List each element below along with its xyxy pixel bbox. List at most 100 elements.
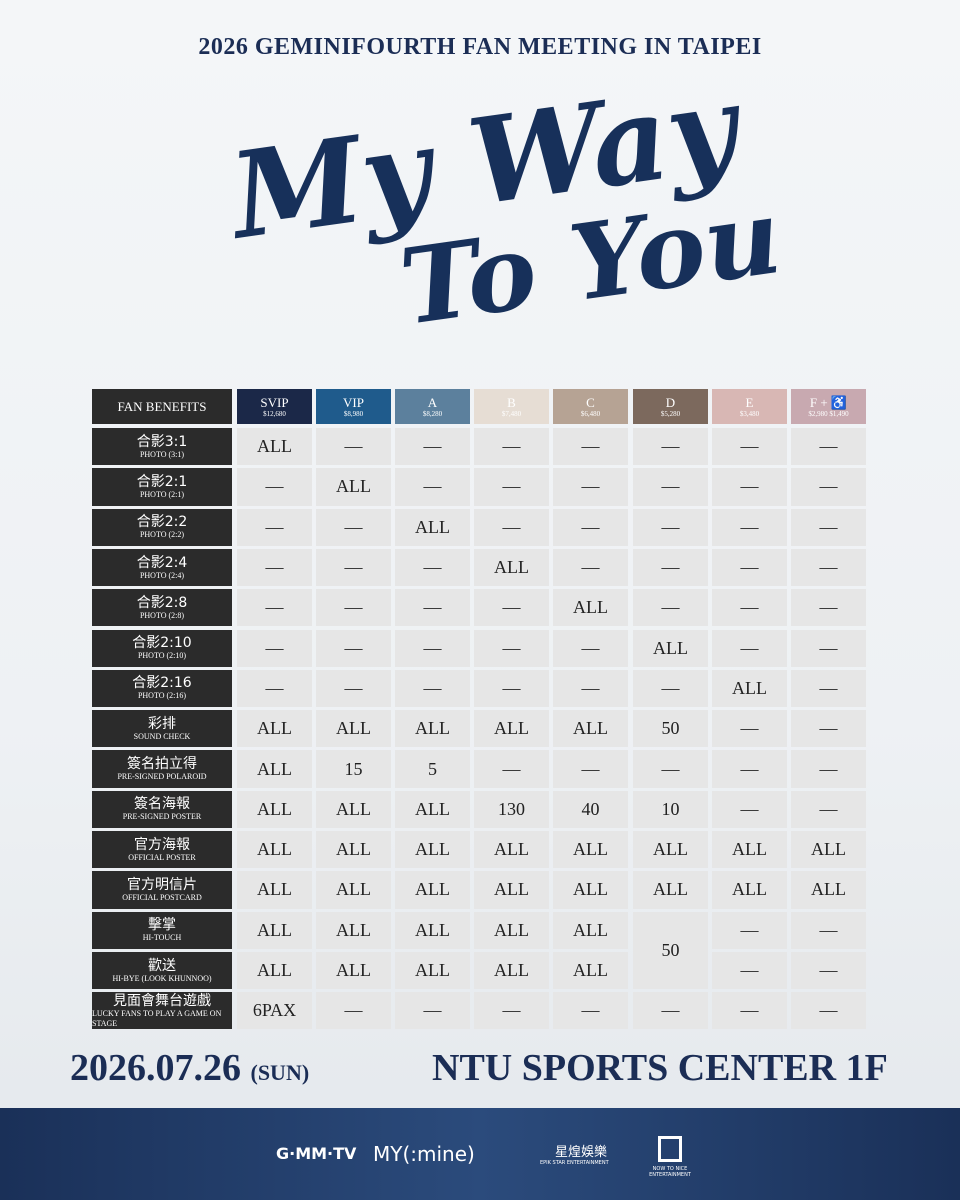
tier-header: VIP $8,980 xyxy=(316,389,391,424)
benefit-cell: — xyxy=(316,589,391,627)
benefit-value: ALL xyxy=(653,839,688,860)
benefit-cell: — xyxy=(791,911,866,949)
benefit-value: — xyxy=(819,436,838,457)
benefit-cell: — xyxy=(316,428,391,466)
tier-price: $3,480 xyxy=(739,410,760,418)
row-label: 合影2:1 PHOTO (2:1) xyxy=(92,468,232,506)
benefit-value: ALL xyxy=(257,879,292,900)
benefit-cell: 15 xyxy=(316,750,391,788)
tier-price: $8,280 xyxy=(422,410,443,418)
row-label-zh: 彩排 xyxy=(148,715,176,732)
benefit-value: 6PAX xyxy=(252,1000,297,1021)
benefit-cell: ALL xyxy=(474,831,549,869)
benefit-cell: ALL xyxy=(395,911,470,949)
tier-header: SVIP $12,680 xyxy=(237,389,312,424)
row-label-zh: 簽名拍立得 xyxy=(127,756,197,773)
benefit-value: ALL xyxy=(336,879,371,900)
benefit-value: — xyxy=(661,436,680,457)
benefit-value: — xyxy=(740,758,759,779)
benefit-value: — xyxy=(819,476,838,497)
benefit-value: ALL xyxy=(415,718,450,739)
venue: NTU SPORTS CENTER 1F xyxy=(432,1047,888,1089)
row-label-zh: 歡送 xyxy=(148,957,176,974)
benefit-cell: ALL xyxy=(395,508,470,546)
benefit-value: 130 xyxy=(498,798,525,819)
benefit-cell: — xyxy=(633,548,708,587)
benefit-cell: — xyxy=(553,750,628,788)
benefit-value: — xyxy=(344,637,363,658)
benefit-cell: — xyxy=(633,750,708,788)
row-label-en: OFFICIAL POSTCARD xyxy=(122,892,202,902)
benefit-value: — xyxy=(423,557,442,578)
benefit-value: — xyxy=(819,677,838,698)
tier-name: SVIP xyxy=(260,395,289,410)
benefit-cell: ALL xyxy=(316,710,391,748)
benefit-cell: — xyxy=(395,428,470,466)
benefit-cell: ALL xyxy=(316,468,391,506)
benefit-value: ALL xyxy=(415,839,450,860)
benefit-cell: — xyxy=(553,669,628,708)
benefit-cell: — xyxy=(791,428,866,466)
benefit-cell: 5 xyxy=(395,750,470,788)
benefit-cell: — xyxy=(791,629,866,667)
benefit-value: — xyxy=(819,1000,838,1021)
benefit-cell: — xyxy=(237,629,312,667)
benefit-value: — xyxy=(740,919,759,940)
benefit-cell: — xyxy=(712,548,787,587)
row-label: 官方海報 OFFICIAL POSTER xyxy=(92,831,232,869)
row-label-zh: 擊掌 xyxy=(148,917,176,934)
benefit-cell: ALL xyxy=(395,831,470,869)
footer-band xyxy=(0,1108,960,1200)
benefit-value: ALL xyxy=(653,637,688,658)
benefit-cell: — xyxy=(791,508,866,546)
benefit-cell: — xyxy=(474,629,549,667)
row-label-en: OFFICIAL POSTER xyxy=(128,852,196,862)
benefit-cell: ALL xyxy=(633,871,708,909)
row-label-en: PHOTO (2:4) xyxy=(139,570,185,580)
benefit-cell: — xyxy=(474,750,549,788)
benefit-cell: — xyxy=(316,669,391,708)
benefit-value: — xyxy=(423,436,442,457)
benefit-cell: — xyxy=(633,468,708,506)
benefit-value: ALL xyxy=(494,919,529,940)
logo: 星煌娛樂 xyxy=(555,1145,608,1160)
benefit-value: ALL xyxy=(494,718,529,739)
benefit-value: — xyxy=(661,597,680,618)
benefit-cell: ALL xyxy=(395,710,470,748)
tier-name: A xyxy=(427,395,438,410)
benefit-value: — xyxy=(819,758,838,779)
benefit-cell: — xyxy=(791,710,866,748)
benefit-value: — xyxy=(740,516,759,537)
benefit-cell: ALL xyxy=(633,831,708,869)
corner-label: FAN BENEFITS xyxy=(117,398,207,414)
benefit-value: — xyxy=(423,476,442,497)
benefit-cell: — xyxy=(395,548,470,587)
benefit-value: — xyxy=(423,677,442,698)
benefit-cell: — xyxy=(395,669,470,708)
benefit-cell: — xyxy=(633,589,708,627)
benefit-value: — xyxy=(502,758,521,779)
benefit-value: — xyxy=(265,516,284,537)
benefit-cell: 10 xyxy=(633,790,708,828)
benefit-value: — xyxy=(265,476,284,497)
benefit-value: — xyxy=(661,476,680,497)
benefit-value: 50 xyxy=(661,939,680,960)
benefit-cell: — xyxy=(237,669,312,708)
benefit-cell: — xyxy=(712,750,787,788)
row-label-zh: 簽名海報 xyxy=(134,796,190,813)
logo: MY(:mine) xyxy=(373,1142,475,1166)
benefit-value: — xyxy=(581,758,600,779)
benefit-cell: ALL xyxy=(237,710,312,748)
row-label-en: LUCKY FANS TO PLAY A GAME ON STAGE xyxy=(92,1008,222,1028)
benefit-value: ALL xyxy=(336,839,371,860)
benefit-value: 40 xyxy=(581,798,600,819)
benefit-value: ALL xyxy=(257,839,292,860)
benefit-value: — xyxy=(661,516,680,537)
benefit-cell: — xyxy=(633,508,708,546)
benefit-cell: ALL xyxy=(791,831,866,869)
benefit-cell: ALL xyxy=(316,790,391,828)
benefit-cell: ALL xyxy=(395,790,470,828)
benefit-value: — xyxy=(581,677,600,698)
row-label-zh: 官方海報 xyxy=(134,836,190,853)
